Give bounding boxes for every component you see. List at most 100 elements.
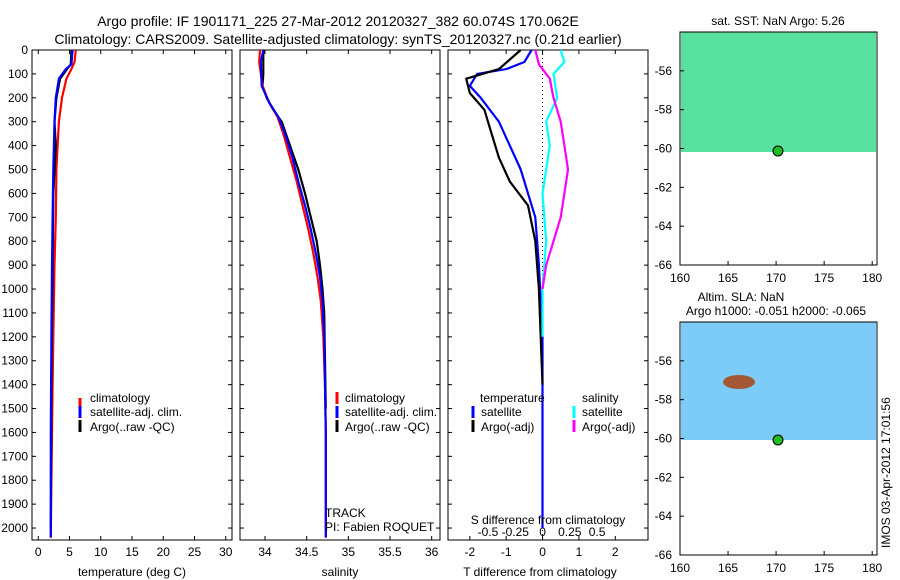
sst-map-title: sat. SST: NaN Argo: 5.26 (711, 14, 845, 28)
series-line-salinity-argo-adj- (534, 49, 570, 290)
legend-label-satellite: satellite-adj. clim. (90, 405, 182, 419)
x-tick-label: 25 (188, 545, 202, 559)
pi-label: PI: Fabien ROQUET (325, 520, 435, 534)
argo-position-marker (772, 145, 784, 157)
y-tick-label: -66 (655, 258, 673, 272)
y-tick-label: -64 (655, 509, 673, 523)
y-tick-label: -56 (655, 64, 673, 78)
x-tick-label: 165 (718, 561, 738, 575)
x2-tick-label: -0.5 (478, 525, 499, 539)
legend-label-argo: Argo(..raw -QC) (345, 420, 430, 434)
figure-title-line1: Argo profile: IF 1901171_225 27-Mar-2012… (97, 13, 579, 29)
x-tick-label: 1 (576, 545, 583, 559)
y-tick-label: 1400 (1, 378, 28, 392)
sla-eddy-feature (723, 375, 755, 389)
legend-title-salinity: salinity (582, 391, 619, 405)
y-tick-label: -62 (655, 470, 673, 484)
figure-title-line2: Climatology: CARS2009. Satellite-adjuste… (54, 31, 621, 47)
y-tick-label: -64 (655, 219, 673, 233)
temperature-axes-frame (31, 49, 233, 541)
series-line-temperature-argo-adj- (465, 49, 544, 385)
y-tick-label: 200 (8, 91, 28, 105)
y-tick-label: -58 (655, 103, 673, 117)
sla-map-panel: Altim. SLA: NaN Argo h1000: -0.051 h2000… (655, 290, 883, 575)
series-line-salinity-satellite (541, 49, 566, 337)
x-tick-label: 180 (862, 271, 882, 285)
y-tick-label: 600 (8, 186, 28, 200)
salinity-panel: 34 34.5 35 35.5 36 climatology satellite-adj… (239, 49, 441, 579)
y-tick-label: 500 (8, 163, 28, 177)
x-tick-label: 0 (35, 545, 42, 559)
y-tick-label: 100 (8, 67, 28, 81)
legend-label-t-satellite: satellite (481, 405, 522, 419)
legend-label-s-argo: Argo(-adj) (582, 420, 635, 434)
argo-position-marker (772, 434, 784, 446)
y-tick-label: 1800 (1, 473, 28, 487)
x-tick-label: 160 (670, 271, 690, 285)
x-tick-label: -1 (501, 545, 512, 559)
y-tick-label: -58 (655, 393, 673, 407)
x-tick-label: 34 (258, 545, 272, 559)
y-tick-label: 1200 (1, 330, 28, 344)
timestamp-stamp: IMOS 03-Apr-2012 17:01:56 (879, 397, 893, 548)
x-tick-label: 170 (766, 271, 786, 285)
x-tick-label: 20 (157, 545, 171, 559)
y-tick-label: 1600 (1, 425, 28, 439)
y-tick-label: 1500 (1, 402, 28, 416)
legend-label-satellite: satellite-adj. clim. (345, 405, 437, 419)
legend-label-climatology: climatology (345, 391, 405, 405)
y-tick-label: -60 (655, 142, 673, 156)
x-tick-label: -2 (464, 545, 475, 559)
legend-label-climatology: climatology (90, 391, 150, 405)
sla-field-image (681, 322, 876, 440)
x-tick-label: 35 (342, 545, 356, 559)
x-tick-label: 0 (539, 545, 546, 559)
x2-tick-label: 0.25 (558, 525, 582, 539)
x2-tick-label: -0.25 (502, 525, 530, 539)
legend-label-s-satellite: satellite (582, 405, 623, 419)
x-tick-label: 165 (718, 271, 738, 285)
sla-map-subtitle: Argo h1000: -0.051 h2000: -0.065 (686, 304, 866, 318)
sla-map-title: Altim. SLA: NaN (698, 290, 785, 304)
x-tick-label: 170 (766, 561, 786, 575)
sst-map-panel: sat. SST: NaN Argo: 5.26 160 165 170 175 180… (655, 14, 883, 285)
y-tick-label: 300 (8, 115, 28, 129)
y-tick-label: 2000 (1, 521, 28, 535)
y-tick-label: 1100 (2, 306, 28, 320)
x-tick-label: 180 (862, 561, 882, 575)
y-tick-label: 800 (8, 234, 28, 248)
y-tick-label: 0 (21, 43, 28, 57)
y-tick-label: -60 (655, 432, 673, 446)
y-tick-label: -56 (655, 354, 673, 368)
y-tick-label: 1700 (1, 449, 28, 463)
sst-field-image (681, 32, 876, 152)
salinity-axes-frame (239, 49, 441, 541)
y-tick-label: 1000 (1, 282, 28, 296)
x-tick-label: 175 (814, 561, 834, 575)
x-tick-label: 30 (219, 545, 233, 559)
temperature-panel: 0100200300400500600700800900100011001200… (1, 43, 232, 579)
y-tick-label: -66 (655, 548, 673, 562)
y-tick-label: 700 (8, 210, 28, 224)
series-line-satellite-adj-clim- (259, 49, 327, 538)
y-tick-label: 1900 (1, 497, 28, 511)
y-tick-label: 900 (8, 258, 28, 272)
t-difference-xlabel: T difference from climatology (463, 565, 617, 579)
difference-axes-frame (447, 49, 649, 541)
x2-tick-label: 0 (539, 525, 546, 539)
y-tick-label: 1300 (1, 354, 28, 368)
legend-label-argo: Argo(..raw -QC) (90, 420, 175, 434)
y-tick-label: 400 (8, 139, 28, 153)
x-tick-label: 36 (425, 545, 439, 559)
x-tick-label: 2 (612, 545, 619, 559)
legend-title-temperature: temperature (480, 391, 545, 405)
x-tick-label: 35.5 (378, 545, 402, 559)
legend-label-t-argo: Argo(-adj) (481, 420, 534, 434)
series-line-satellite-adj-clim- (49, 49, 74, 538)
x-tick-label: 34.5 (295, 545, 319, 559)
s-difference-xlabel: S difference from climatology (471, 513, 626, 527)
x-tick-label: 10 (94, 545, 108, 559)
y-tick-label: -62 (655, 180, 673, 194)
series-line-temperature-satellite (468, 49, 544, 528)
